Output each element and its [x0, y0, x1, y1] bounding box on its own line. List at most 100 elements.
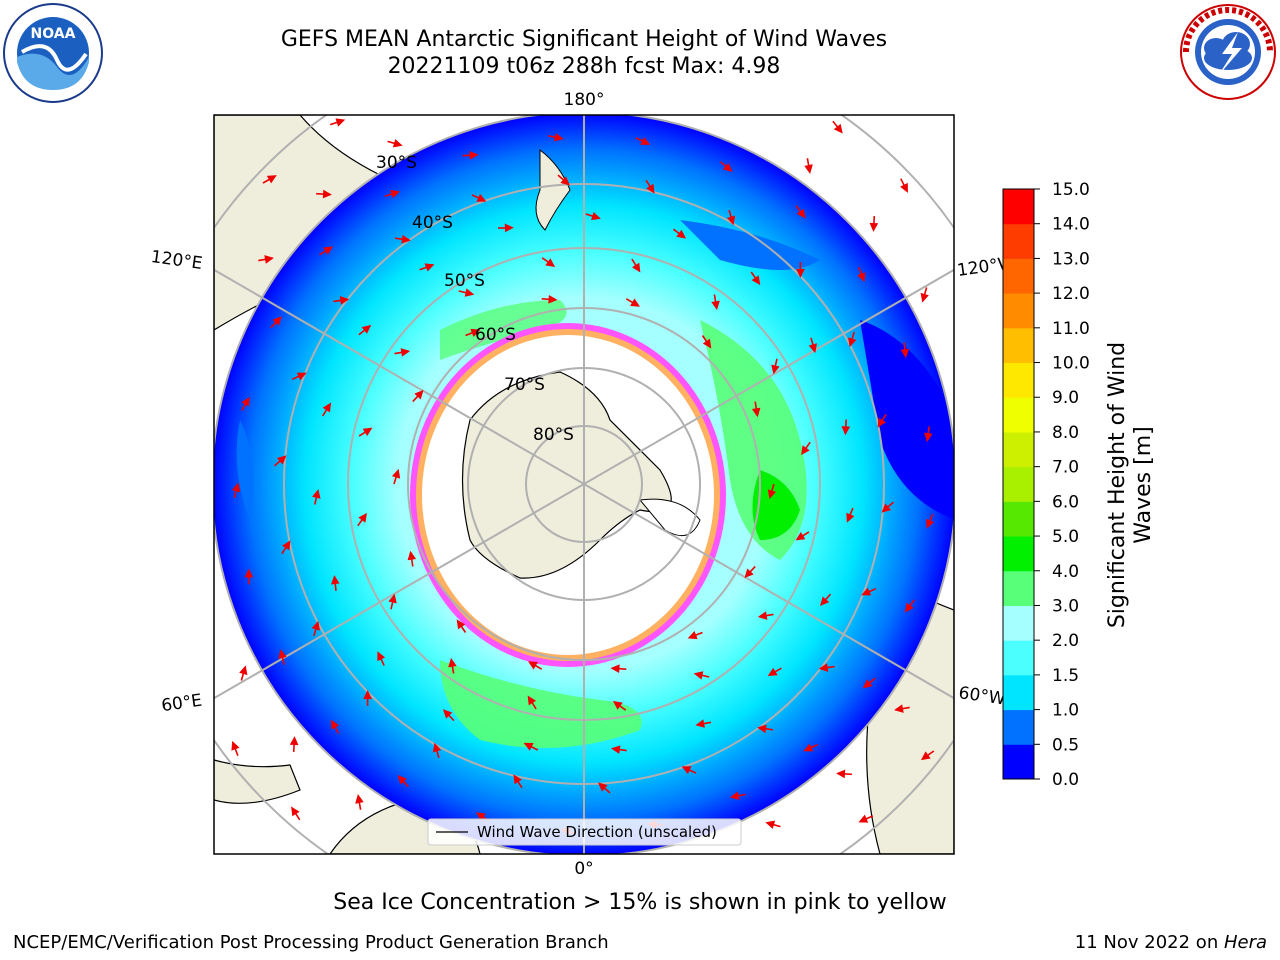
wave-arrow-head [266, 175, 277, 184]
colorbar: 0.0 0.5 1.0 1.5 2.0 3.0 4.0 5.0 6.0 7.0 8.0 9.0 10.0… [1002, 180, 1090, 790]
wave-arrow-head [527, 695, 537, 706]
wave-arrow-head [311, 620, 320, 631]
wave-arrow-head [920, 751, 931, 761]
lon-label-60e: 60°E [160, 691, 203, 716]
wave-arrow-head [331, 575, 340, 585]
wave-arrow-head [231, 482, 241, 493]
colorbar-segment [1003, 570, 1034, 606]
wave-arrow-head [881, 503, 892, 513]
wave-arrow-head [857, 272, 866, 283]
colorbar-segment [1003, 536, 1034, 572]
wave-arrow-head [646, 183, 655, 194]
wave-arrow-head [339, 296, 350, 305]
wave-arrow-head [711, 300, 720, 311]
wave-arrow-head [808, 343, 818, 354]
wave-arrow-head [397, 775, 407, 785]
wave-arrow-head [523, 742, 534, 751]
wave-arrow-head [676, 229, 687, 239]
lon-label-180: 180° [564, 90, 605, 110]
wave-arrow-head [548, 294, 558, 304]
lat-label-50s: 50°S [444, 271, 485, 291]
wave-arrow-head [877, 417, 886, 428]
wave-arrow-head [771, 364, 780, 375]
wave-arrow-head [401, 234, 411, 244]
colorbar-tick-label: 2.0 [1052, 631, 1079, 651]
wave-arrow-head [432, 742, 442, 753]
lat-label-30s: 30°S [376, 153, 417, 173]
wave-arrow-head [803, 743, 814, 752]
colorbar-segment [1003, 709, 1034, 745]
wave-arrow-head [355, 794, 364, 804]
colorbar-segment [1003, 674, 1034, 711]
wind-wave-arrows [231, 118, 935, 836]
wave-arrow-head [833, 123, 843, 134]
wave-arrow-head [456, 619, 466, 630]
colorbar-segment [1003, 501, 1034, 537]
lon-label-120e: 120°E [150, 247, 204, 274]
colorbar-segment [1003, 431, 1034, 468]
wave-arrow-head [296, 372, 307, 381]
wave-arrow-head [591, 211, 601, 221]
wave-arrow-head [424, 263, 435, 272]
footer-credit: NCEP/EMC/Verification Post Processing Pr… [13, 932, 609, 953]
wave-arrow-head [289, 736, 299, 746]
wave-arrow-head [361, 324, 372, 334]
wave-arrow-head [390, 189, 400, 199]
colorbar-label: Significant Height of Wind Waves [m] [1105, 342, 1156, 628]
wave-arrow-head [869, 222, 879, 232]
lat-label-60s: 60°S [475, 325, 516, 345]
lat-label-70s: 70°S [504, 375, 545, 395]
wave-arrow-head [476, 193, 487, 202]
colorbar-segment [1003, 744, 1034, 780]
wave-arrow-head [801, 445, 810, 456]
wave-arrow-head [241, 396, 250, 407]
colorbar-tick-label: 5.0 [1052, 527, 1079, 547]
wave-arrow-head [528, 661, 538, 670]
wave-arrow-head [391, 468, 401, 479]
wave-arrow-head [545, 258, 556, 267]
wave-arrow-head [765, 820, 776, 829]
colorbar-segment [1003, 466, 1034, 502]
wave-arrow-head [796, 268, 805, 278]
colorbar-segment [1003, 189, 1034, 225]
wave-arrow-head [795, 531, 806, 541]
wave-arrow-head [862, 679, 873, 689]
lon-label-60w: 60°W [957, 683, 1006, 709]
map-legend-box [427, 818, 742, 846]
colorbar-segment [1003, 362, 1034, 398]
wave-arrow-head [920, 292, 929, 303]
wave-arrow-head [358, 512, 367, 523]
colorbar-segment [1003, 397, 1034, 433]
wave-arrow-head [363, 690, 372, 700]
wave-arrow-head [598, 782, 608, 792]
wave-arrow-head [448, 657, 457, 668]
wave-arrow-head [231, 740, 240, 751]
map-title: GEFS MEAN Antarctic Significant Height o… [280, 27, 888, 52]
wave-arrow-head [841, 426, 851, 436]
wave-arrow-head [272, 316, 282, 326]
colorbar-tick-label: 3.0 [1052, 596, 1079, 616]
madagascar-landmass [214, 759, 301, 804]
wave-arrow-head [630, 298, 640, 307]
wave-arrow-head [464, 288, 475, 297]
wave-arrow-head [751, 407, 761, 418]
footer-date-text: 11 Nov 2022 on [1074, 932, 1224, 953]
lon-label-0: 0° [574, 859, 593, 879]
colorbar-tick-label: 12.0 [1052, 284, 1090, 304]
wave-arrow-head [722, 162, 733, 172]
wave-arrow-head [894, 704, 904, 713]
wave-arrow-head [846, 512, 855, 523]
wave-arrow-head [900, 348, 910, 359]
noaa-logo: NOAA [3, 3, 103, 103]
svg-text:NOAA: NOAA [31, 26, 76, 42]
wave-arrow-head [276, 455, 287, 465]
colorbar-tick-label: 10.0 [1052, 354, 1090, 374]
colorbar-segment [1003, 293, 1034, 329]
wave-arrow-head [282, 540, 291, 551]
wave-arrow-head [362, 427, 373, 437]
colorbar-tick-label: 0.5 [1052, 735, 1079, 755]
wave-arrow-head [858, 814, 869, 823]
wave-arrow-head [767, 667, 778, 677]
wave-arrow-head [392, 139, 403, 148]
